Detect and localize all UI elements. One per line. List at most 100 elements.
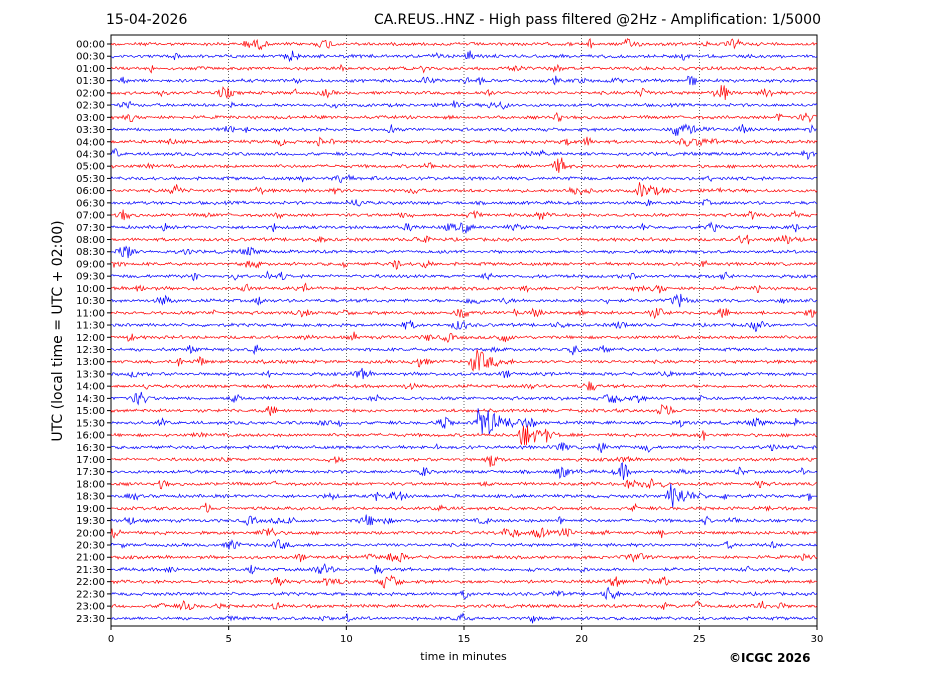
trace-1530 bbox=[110, 408, 818, 435]
trace-1700 bbox=[110, 455, 818, 467]
trace-0700 bbox=[110, 209, 818, 221]
y-tick-label: 22:00 bbox=[76, 577, 105, 588]
y-tick-label: 19:00 bbox=[76, 504, 105, 515]
trace-0200 bbox=[110, 85, 818, 101]
trace-2100 bbox=[110, 553, 818, 563]
y-tick-label: 12:00 bbox=[76, 333, 105, 344]
trace-0900 bbox=[110, 259, 818, 270]
trace-1800 bbox=[110, 477, 818, 490]
trace-2230 bbox=[110, 586, 818, 601]
trace-1430 bbox=[110, 391, 818, 406]
trace-2300 bbox=[110, 600, 818, 611]
trace-0600 bbox=[110, 182, 818, 197]
trace-0000 bbox=[110, 38, 818, 51]
trace-0730 bbox=[110, 221, 818, 234]
y-tick-label: 08:30 bbox=[76, 247, 105, 258]
y-tick-label: 18:00 bbox=[76, 479, 105, 490]
y-tick-label: 17:00 bbox=[76, 455, 105, 466]
y-tick-label: 01:30 bbox=[76, 76, 105, 87]
y-tick-label: 17:30 bbox=[76, 467, 105, 478]
y-tick-label: 13:30 bbox=[76, 369, 105, 380]
y-tick-label: 21:30 bbox=[76, 565, 105, 576]
plot-frame bbox=[110, 34, 818, 627]
x-tick-label: 30 bbox=[811, 634, 824, 645]
y-tick-label: 03:00 bbox=[76, 113, 105, 124]
trace-0500 bbox=[110, 157, 818, 173]
y-tick-label: 16:00 bbox=[76, 431, 105, 442]
trace-1600 bbox=[110, 425, 818, 446]
trace-0800 bbox=[110, 234, 818, 245]
y-tick-label: 09:00 bbox=[76, 259, 105, 270]
y-tick-label: 02:00 bbox=[76, 88, 105, 99]
trace-0130 bbox=[110, 75, 818, 86]
trace-0630 bbox=[110, 198, 818, 207]
y-tick-label: 21:00 bbox=[76, 553, 105, 564]
y-tick-label: 13:00 bbox=[76, 357, 105, 368]
y-tick-label: 05:00 bbox=[76, 162, 105, 173]
trace-2030 bbox=[110, 539, 818, 550]
y-tick-label: 05:30 bbox=[76, 174, 105, 185]
trace-1300 bbox=[110, 349, 818, 372]
trace-1400 bbox=[110, 381, 818, 392]
y-tick-label: 22:30 bbox=[76, 589, 105, 600]
y-tick-label: 14:00 bbox=[76, 382, 105, 393]
trace-2130 bbox=[110, 563, 818, 575]
trace-1830 bbox=[110, 483, 818, 508]
y-tick-label: 11:00 bbox=[76, 308, 105, 319]
y-tick-label: 02:30 bbox=[76, 101, 105, 112]
trace-1630 bbox=[110, 442, 818, 453]
trace-0530 bbox=[110, 173, 818, 184]
trace-1500 bbox=[110, 404, 818, 416]
y-tick-label: 00:00 bbox=[76, 40, 105, 51]
y-tick-label: 11:30 bbox=[76, 321, 105, 332]
y-tick-label: 01:00 bbox=[76, 64, 105, 75]
trace-1900 bbox=[110, 502, 818, 513]
trace-0930 bbox=[110, 270, 818, 282]
trace-1130 bbox=[110, 319, 818, 332]
y-tick-label: 00:30 bbox=[76, 52, 105, 63]
y-tick-label: 19:30 bbox=[76, 516, 105, 527]
trace-0230 bbox=[111, 100, 818, 110]
trace-0830 bbox=[110, 245, 818, 259]
x-tick-label: 5 bbox=[225, 634, 231, 645]
y-tick-label: 12:30 bbox=[76, 345, 105, 356]
trace-1930 bbox=[110, 514, 818, 527]
x-tick-label: 0 bbox=[108, 634, 114, 645]
trace-0430 bbox=[110, 148, 817, 161]
y-tick-label: 20:30 bbox=[76, 541, 105, 552]
y-tick-label: 08:00 bbox=[76, 235, 105, 246]
trace-2330 bbox=[110, 612, 817, 624]
y-tick-label: 04:30 bbox=[76, 149, 105, 160]
x-tick-label: 15 bbox=[458, 634, 471, 645]
trace-2000 bbox=[110, 527, 818, 539]
trace-1230 bbox=[110, 344, 818, 356]
x-tick-label: 20 bbox=[575, 634, 588, 645]
y-tick-label: 04:00 bbox=[76, 137, 105, 148]
y-tick-label: 10:00 bbox=[76, 284, 105, 295]
chart-title: CA.REUS..HNZ - High pass filtered @2Hz -… bbox=[374, 12, 821, 28]
trace-1030 bbox=[110, 293, 818, 308]
y-tick-label: 09:30 bbox=[76, 272, 105, 283]
y-tick-label: 14:30 bbox=[76, 394, 105, 405]
y-tick-label: 15:00 bbox=[76, 406, 105, 417]
copyright-label: ©ICGC 2026 bbox=[729, 651, 811, 665]
y-tick-label: 07:30 bbox=[76, 223, 105, 234]
trace-0330 bbox=[110, 123, 818, 137]
x-tick-label: 25 bbox=[693, 634, 706, 645]
y-tick-label: 06:00 bbox=[76, 186, 105, 197]
y-tick-label: 07:00 bbox=[76, 211, 105, 222]
y-tick-label: 23:00 bbox=[76, 602, 105, 613]
trace-0300 bbox=[110, 111, 817, 123]
trace-1000 bbox=[110, 282, 818, 294]
y-tick-label: 23:30 bbox=[76, 614, 105, 625]
y-tick-label: 15:30 bbox=[76, 418, 105, 429]
trace-1200 bbox=[110, 331, 818, 343]
trace-1730 bbox=[110, 462, 818, 481]
trace-0100 bbox=[110, 63, 818, 74]
date-label: 15-04-2026 bbox=[106, 12, 188, 28]
trace-1330 bbox=[110, 367, 818, 380]
x-tick-label: 10 bbox=[340, 634, 353, 645]
trace-0030 bbox=[110, 50, 818, 63]
y-tick-label: 20:00 bbox=[76, 528, 105, 539]
